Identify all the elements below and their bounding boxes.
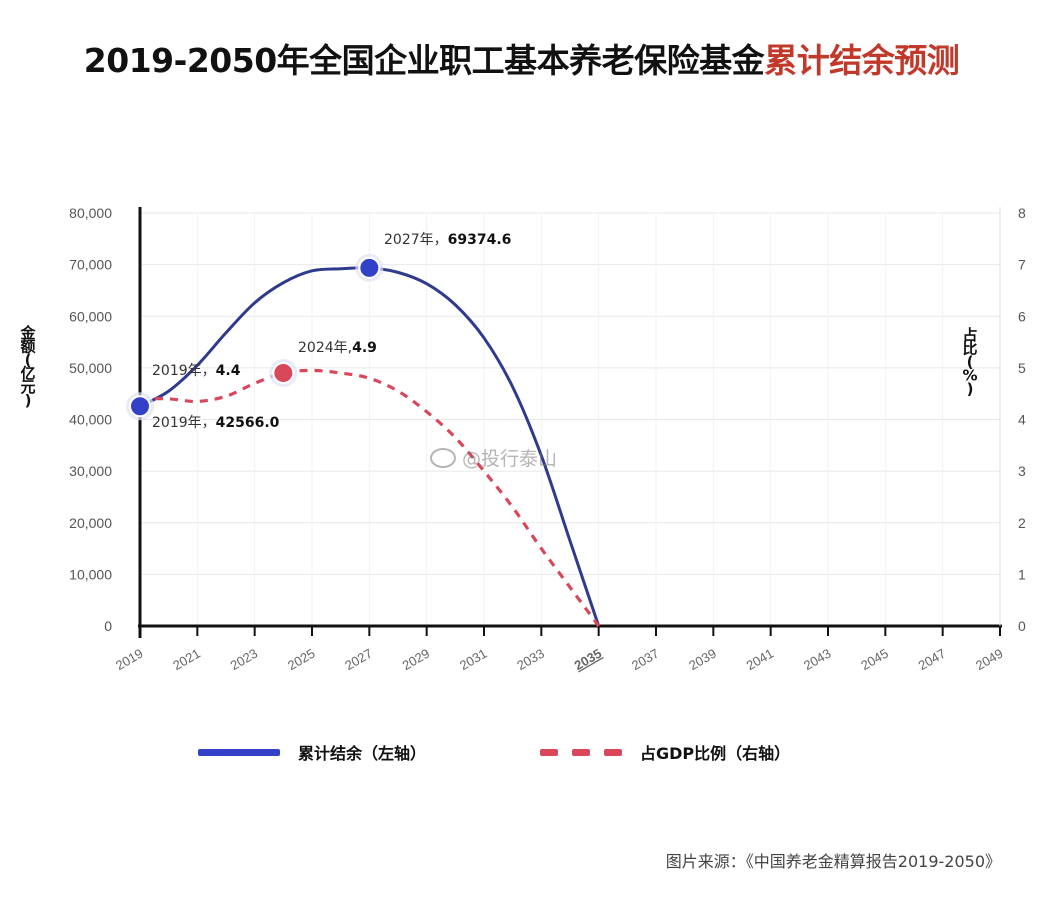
y-tick-label-left: 20,000 — [69, 515, 112, 531]
legend-item-balance: 累计结余（左轴） — [198, 740, 426, 764]
y-tick-label-right: 6 — [1018, 308, 1026, 324]
y-tick-label-left: 0 — [104, 618, 112, 634]
x-tick-label: 2029 — [400, 646, 433, 673]
data-point-marker — [129, 395, 151, 418]
series-line-gdp-ratio — [139, 368, 600, 627]
watermark: @投行泰山 — [430, 444, 557, 471]
data-point-marker — [358, 256, 381, 279]
x-tick-label: 2033 — [514, 646, 547, 673]
source-note: 图片来源：《中国养老金精算报告2019-2050》 — [665, 852, 1001, 871]
x-tick-label: 2023 — [228, 646, 261, 673]
x-tick-label: 2037 — [629, 646, 662, 673]
chart-title: 2019-2050年全国企业职工基本养老保险基金累计结余预测 — [0, 34, 1043, 82]
x-tick-label: 2025 — [285, 646, 318, 673]
y-tick-label-right: 0 — [1018, 618, 1026, 634]
x-tick-label: 2031 — [457, 646, 490, 673]
data-point-marker — [272, 362, 295, 385]
annotation-2019-ratio: 2019年，4.4 — [152, 363, 241, 379]
y-tick-label-left: 50,000 — [69, 360, 112, 376]
y-tick-label-right: 7 — [1018, 257, 1026, 273]
weibo-icon — [430, 447, 456, 468]
legend-label-gdp-ratio: 占GDP比例（右轴） — [640, 744, 791, 763]
annotation-2019-balance: 2019年，42566.0 — [152, 415, 280, 431]
legend-label-balance: 累计结余（左轴） — [298, 744, 427, 763]
x-tick-label: 2041 — [744, 646, 777, 673]
legend-item-gdp-ratio: 占GDP比例（右轴） — [540, 740, 790, 764]
annotation-2027-balance: 2027年，69374.6 — [384, 232, 511, 248]
y-tick-label-right: 3 — [1018, 463, 1026, 479]
y-tick-label-right: 8 — [1018, 205, 1026, 221]
legend-swatch-solid — [198, 748, 280, 756]
x-tick-label: 2021 — [170, 646, 203, 673]
y-tick-label-left: 60,000 — [69, 308, 112, 324]
y-tick-label-left: 70,000 — [69, 257, 112, 273]
y-tick-label-left: 10,000 — [69, 566, 112, 582]
annotation-2024-ratio: 2024年,4.9 — [298, 340, 377, 356]
y-axis-title-left: 金额(亿元) — [19, 324, 36, 410]
y-tick-label-right: 2 — [1018, 515, 1026, 531]
x-tick-label: 2039 — [686, 646, 719, 673]
x-tick-label: 2043 — [801, 646, 834, 673]
x-tick-label: 2035 — [572, 646, 605, 673]
watermark-text: @投行泰山 — [462, 448, 558, 470]
y-tick-label-left: 80,000 — [69, 205, 112, 221]
x-tick-label: 2027 — [342, 646, 375, 673]
chart-title-accent: 累计结余预测 — [764, 41, 960, 80]
x-tick-label: 2045 — [858, 646, 891, 673]
y-tick-label-left: 40,000 — [69, 412, 112, 428]
legend-swatch-dashed — [540, 748, 622, 756]
y-tick-label-right: 5 — [1018, 360, 1026, 376]
y-tick-label-right: 1 — [1018, 566, 1026, 582]
chart-title-main: 2019-2050年全国企业职工基本养老保险基金 — [83, 41, 765, 80]
x-tick-label: 2049 — [973, 646, 1006, 673]
x-tick-label: 2047 — [916, 646, 949, 673]
y-tick-label-right: 4 — [1018, 412, 1026, 428]
legend: 累计结余（左轴） 占GDP比例（右轴） — [0, 740, 1043, 770]
y-axis-title-right: 占比(%) — [962, 326, 977, 398]
x-tick-label: 2019 — [113, 646, 146, 673]
y-tick-label-left: 30,000 — [69, 463, 112, 479]
